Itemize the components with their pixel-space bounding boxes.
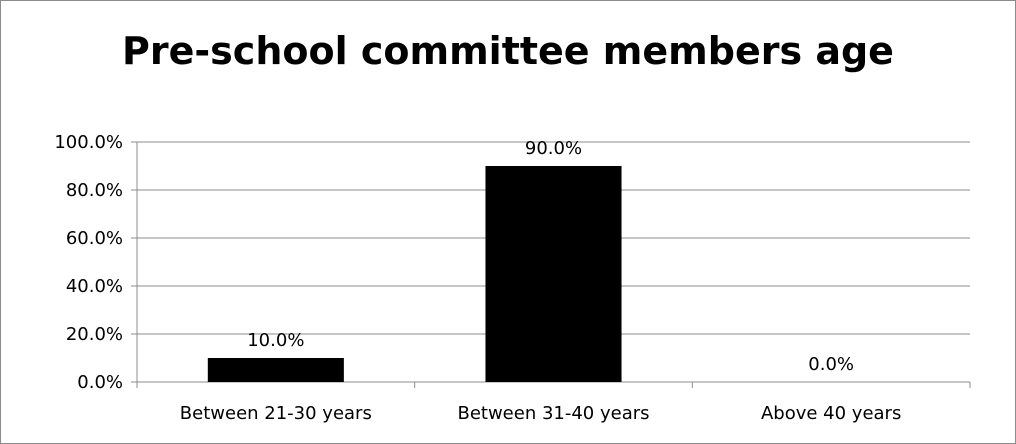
y-tick-label: 80.0% (66, 180, 123, 201)
x-tick-label: Between 21-30 years (180, 403, 372, 424)
y-tick-label: 40.0% (66, 276, 123, 297)
y-tick-label: 100.0% (54, 132, 123, 153)
y-tick-label: 20.0% (66, 324, 123, 345)
chart-title: Pre-school committee members age (122, 29, 894, 73)
data-label: 90.0% (525, 138, 582, 159)
bar (207, 358, 344, 382)
x-tick-label: Between 31-40 years (457, 403, 649, 424)
y-tick-label: 60.0% (66, 228, 123, 249)
data-label: 0.0% (808, 354, 854, 375)
data-label: 10.0% (247, 330, 304, 351)
x-tick-label: Above 40 years (761, 403, 901, 424)
y-tick-label: 0.0% (77, 372, 123, 393)
bar (485, 166, 622, 382)
